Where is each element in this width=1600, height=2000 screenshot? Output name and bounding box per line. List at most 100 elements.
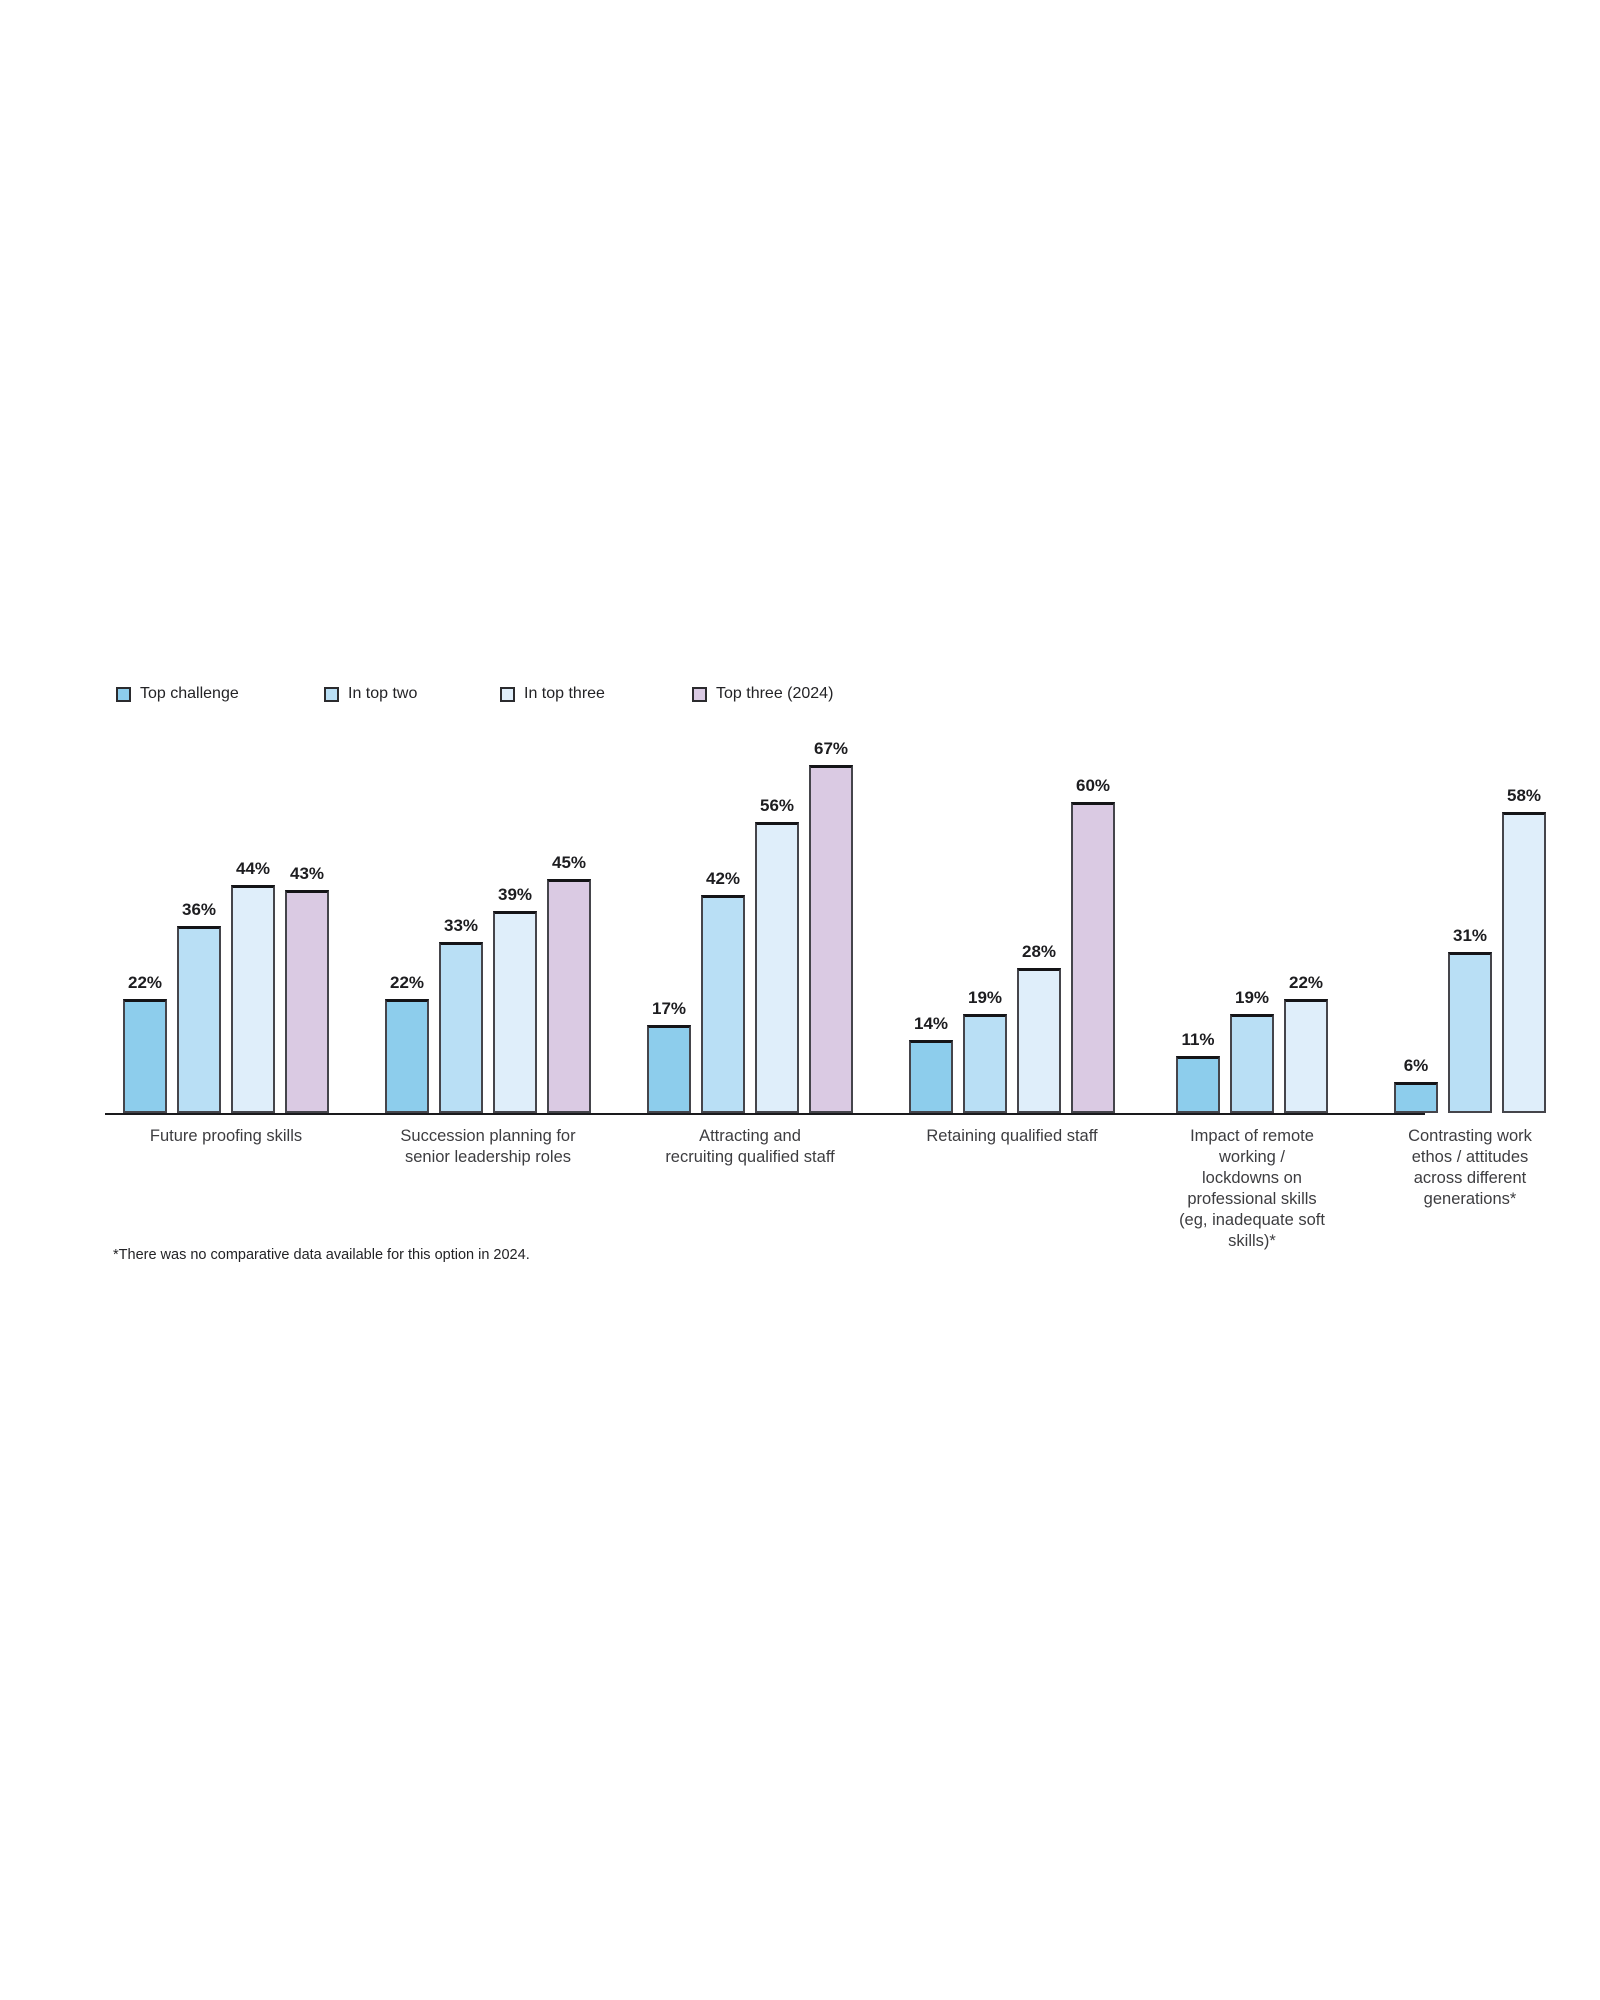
bar-group: 6% 31% 58% Contrasting work ethos / attitud…	[1379, 733, 1561, 1210]
bar-value-label: 67%	[813, 739, 849, 758]
bar	[285, 890, 329, 1113]
bar-with-label: 60%	[1071, 776, 1115, 1113]
bar-group: 14% 19% 28% 60% Retaining qualified staff	[899, 733, 1125, 1147]
bar-with-label: 43%	[285, 864, 329, 1113]
bar	[1448, 952, 1492, 1113]
bar-value-label: 11%	[1181, 1030, 1215, 1049]
bar-value-label: 33%	[443, 916, 479, 935]
bar	[1071, 802, 1115, 1113]
bar	[547, 879, 591, 1113]
bar-with-label: 22%	[1284, 973, 1328, 1113]
bar-value-label: 44%	[235, 859, 271, 878]
bars: 22% 33% 39% 45%	[385, 733, 591, 1113]
bar-value-label: 31%	[1452, 926, 1488, 945]
bar-with-label: 6%	[1394, 1056, 1438, 1113]
bar-value-label: 39%	[497, 885, 533, 904]
bar-group: 22% 36% 44% 43% Future proofing skills	[113, 733, 339, 1147]
bar-with-label: 42%	[701, 869, 745, 1113]
bar-with-label: 17%	[647, 999, 691, 1113]
bar-value-label: 28%	[1021, 942, 1057, 961]
bar-value-label: 17%	[651, 999, 687, 1018]
bar	[1394, 1082, 1438, 1113]
bar-with-label: 58%	[1502, 786, 1546, 1113]
bar	[1284, 999, 1328, 1113]
bar-with-label: 11%	[1176, 1030, 1220, 1113]
legend-label: In top three	[524, 685, 605, 702]
bar-group: 11% 19% 22% Impact of remote working / lock…	[1161, 733, 1343, 1252]
category-label: Contrasting work ethos / attitudes acros…	[1408, 1127, 1532, 1208]
bar	[809, 765, 853, 1113]
x-axis-line	[105, 1113, 1425, 1115]
bar-value-label: 56%	[759, 796, 795, 815]
bar-value-label: 6%	[1403, 1056, 1429, 1075]
bar-group: 22% 33% 39% 45% Succession planning for seni…	[375, 733, 601, 1168]
bar	[701, 895, 745, 1113]
bar-with-label: 19%	[963, 988, 1007, 1113]
legend: Top challenge In top two In top three Top t…	[0, 685, 1600, 709]
bar	[963, 1014, 1007, 1113]
bar-with-label: 45%	[547, 853, 591, 1113]
bar	[755, 822, 799, 1113]
legend-item: In top two	[324, 685, 417, 703]
bar	[231, 885, 275, 1113]
bar-with-label: 22%	[123, 973, 167, 1113]
bar-with-label: 36%	[177, 900, 221, 1113]
bar-with-label: 39%	[493, 885, 537, 1113]
bar-with-label: 14%	[909, 1014, 953, 1113]
bar-with-label: 22%	[385, 973, 429, 1113]
bar-with-label: 44%	[231, 859, 275, 1113]
legend-item: In top three	[500, 685, 605, 703]
bars: 11% 19% 22%	[1176, 733, 1328, 1113]
bar	[1230, 1014, 1274, 1113]
bar	[909, 1040, 953, 1113]
bar-value-label: 19%	[1234, 988, 1270, 1007]
category-label: Retaining qualified staff	[926, 1127, 1098, 1145]
bar	[1017, 968, 1061, 1113]
category-label: Attracting and recruiting qualified staf…	[665, 1127, 835, 1166]
bar-with-label: 28%	[1017, 942, 1061, 1113]
bar-value-label: 43%	[289, 864, 325, 883]
bar-value-label: 22%	[389, 973, 425, 992]
bar-group: 17% 42% 56% 67% Attracting and recruiting qu…	[637, 733, 863, 1168]
bar	[493, 911, 537, 1113]
category-label: Future proofing skills	[149, 1127, 303, 1145]
bar	[1502, 812, 1546, 1113]
bar-value-label: 14%	[913, 1014, 949, 1033]
bar	[385, 999, 429, 1113]
bars: 17% 42% 56% 67%	[647, 733, 853, 1113]
bar-with-label: 19%	[1230, 988, 1274, 1113]
bar-with-label: 33%	[439, 916, 483, 1113]
bar-groups: 22% 36% 44% 43% Future proofing skills 22% 33%…	[113, 733, 1561, 1252]
bar	[439, 942, 483, 1113]
bar	[123, 999, 167, 1113]
bar-value-label: 22%	[1288, 973, 1324, 992]
bar	[177, 926, 221, 1113]
legend-swatch-icon	[500, 686, 515, 702]
bar-with-label: 56%	[755, 796, 799, 1113]
legend-label: Top three (2024)	[716, 685, 834, 702]
bar-value-label: 36%	[181, 900, 217, 919]
bar-value-label: 58%	[1506, 786, 1542, 805]
category-label: Succession planning for senior leadershi…	[400, 1127, 576, 1166]
legend-label: In top two	[348, 685, 418, 702]
bar-value-label: 45%	[551, 853, 587, 872]
bar-value-label: 42%	[705, 869, 741, 888]
bar-value-label: 19%	[967, 988, 1003, 1007]
bars: 22% 36% 44% 43%	[123, 733, 329, 1113]
bar-with-label: 31%	[1448, 926, 1492, 1113]
bar-value-label: 60%	[1075, 776, 1111, 795]
bar	[1176, 1056, 1220, 1113]
bar	[647, 1025, 691, 1113]
bars: 14% 19% 28% 60%	[909, 733, 1115, 1113]
bars: 6% 31% 58%	[1394, 733, 1546, 1113]
legend-swatch-icon	[324, 686, 339, 702]
legend-item: Top challenge	[116, 685, 239, 703]
bar-value-label: 22%	[127, 973, 163, 992]
footnote: *There was no comparative data available…	[113, 1247, 530, 1263]
legend-item: Top three (2024)	[692, 685, 833, 703]
category-label: Impact of remote working / lockdowns on …	[1179, 1127, 1325, 1250]
legend-label: Top challenge	[140, 685, 239, 702]
bar-with-label: 67%	[809, 739, 853, 1113]
legend-swatch-icon	[692, 686, 707, 702]
